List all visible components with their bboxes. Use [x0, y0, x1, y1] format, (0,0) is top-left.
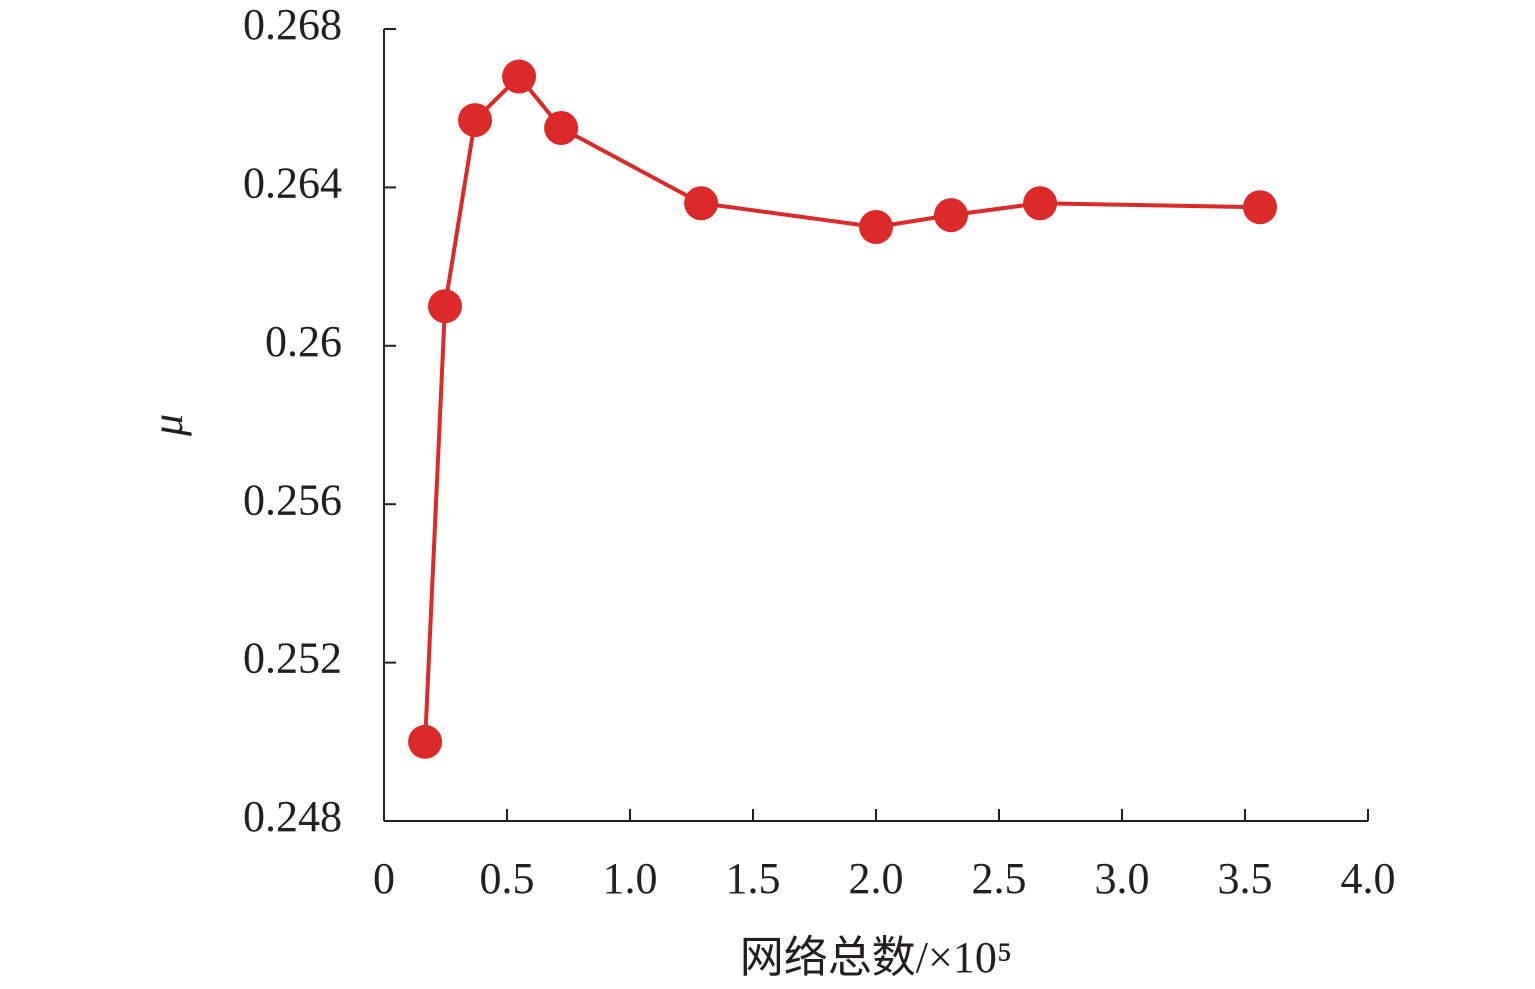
marker: [934, 198, 969, 233]
x-tick-label: 4.0: [1341, 854, 1396, 903]
x-tick-label: 0: [373, 854, 395, 903]
y-tick-label: 0.252: [243, 634, 342, 683]
x-tick-label: 3.0: [1095, 854, 1150, 903]
x-tick-label: 0.5: [480, 854, 535, 903]
marker: [428, 289, 463, 324]
y-tick-label: 0.264: [243, 158, 342, 207]
y-tick-label: 0.268: [243, 0, 342, 49]
y-tick-label: 0.256: [243, 475, 342, 524]
x-tick-label: 1.5: [726, 854, 781, 903]
marker: [458, 103, 493, 138]
marker: [1243, 190, 1278, 225]
marker: [502, 59, 537, 94]
marker: [544, 111, 579, 145]
marker: [859, 210, 893, 244]
line: [423, 73, 1261, 742]
x-tick-label: 2.0: [849, 854, 904, 903]
marker: [684, 186, 719, 221]
y-axis-label: μ: [143, 414, 192, 437]
marker: [408, 724, 443, 759]
x-tick-label: 2.5: [972, 854, 1027, 903]
x-tick-label: 3.5: [1218, 854, 1273, 903]
x-axis-label: 网络总数/×10⁵: [740, 933, 1012, 982]
marker: [1023, 186, 1058, 221]
x-tick-label: 1.0: [603, 854, 658, 903]
y-tick-label: 0.248: [243, 792, 342, 841]
y-tick-label: 0.26: [265, 317, 342, 366]
